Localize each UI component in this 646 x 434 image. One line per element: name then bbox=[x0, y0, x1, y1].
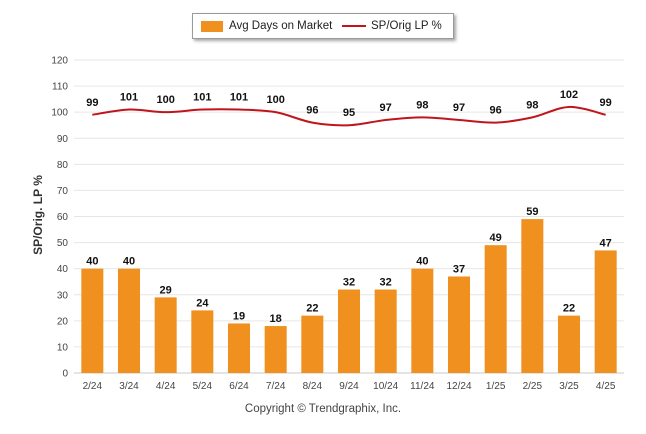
legend-line-label: SP/Orig LP % bbox=[371, 20, 442, 32]
y-tick-label: 20 bbox=[57, 316, 69, 327]
line-value-label: 98 bbox=[526, 99, 538, 111]
line-value-label: 101 bbox=[230, 92, 248, 104]
bar bbox=[264, 326, 287, 373]
bar-value-label: 22 bbox=[306, 303, 318, 315]
bar-value-label: 40 bbox=[416, 256, 428, 268]
y-tick-label: 70 bbox=[57, 186, 69, 197]
line-value-label: 98 bbox=[416, 99, 428, 111]
bar bbox=[228, 323, 250, 373]
line-value-label: 99 bbox=[86, 97, 98, 109]
line-value-label: 95 bbox=[343, 107, 355, 119]
bar bbox=[154, 297, 177, 373]
line-value-label: 97 bbox=[453, 102, 465, 114]
y-tick-label: 90 bbox=[57, 134, 69, 145]
bar bbox=[594, 250, 617, 373]
bar-value-label: 37 bbox=[453, 263, 465, 275]
x-tick-label: 4/24 bbox=[156, 381, 176, 392]
y-tick-label: 120 bbox=[51, 56, 68, 67]
bar bbox=[374, 289, 397, 373]
bar bbox=[191, 310, 214, 373]
copyright-text: Copyright © Trendgraphix, Inc. bbox=[244, 403, 402, 415]
y-axis-ticks: 0 10 20 30 40 50 60 70 80 90 100 110 120 bbox=[51, 56, 68, 380]
y-tick-label: 50 bbox=[57, 238, 69, 249]
x-tick-label: 3/25 bbox=[559, 381, 579, 392]
line-value-label: 101 bbox=[193, 92, 211, 104]
bar-value-label: 49 bbox=[490, 232, 502, 244]
x-tick-label: 2/25 bbox=[523, 381, 543, 392]
y-axis-label: SP/Orig. LP % bbox=[31, 175, 45, 255]
legend-line-swatch bbox=[342, 25, 366, 27]
legend-bar-swatch bbox=[201, 21, 223, 32]
bar bbox=[521, 219, 544, 373]
line-value-label: 101 bbox=[120, 92, 138, 104]
bar-value-label: 40 bbox=[86, 256, 98, 268]
legend: Avg Days on Market SP/Orig LP % bbox=[192, 13, 454, 39]
x-tick-label: 10/24 bbox=[373, 381, 398, 392]
line-value-label: 99 bbox=[600, 97, 612, 109]
bar-value-label: 32 bbox=[343, 277, 355, 289]
line-path bbox=[92, 105, 606, 127]
y-tick-label: 60 bbox=[57, 212, 69, 223]
bar-value-label: 47 bbox=[600, 237, 612, 249]
x-tick-label: 7/24 bbox=[266, 381, 286, 392]
legend-bar-label: Avg Days on Market bbox=[229, 20, 333, 32]
x-tick-label: 5/24 bbox=[193, 381, 213, 392]
y-tick-label: 80 bbox=[57, 160, 69, 171]
bar-value-label: 40 bbox=[123, 256, 135, 268]
y-tick-label: 0 bbox=[62, 369, 68, 380]
bar bbox=[81, 268, 104, 373]
y-tick-label: 10 bbox=[57, 342, 69, 353]
x-tick-label: 2/24 bbox=[83, 381, 103, 392]
bar bbox=[448, 276, 470, 373]
y-tick-label: 100 bbox=[51, 108, 68, 119]
line-series: 99 101 100 101 101 100 96 95 97 98 97 96 98 102 99 bbox=[86, 89, 612, 127]
bar bbox=[118, 268, 140, 373]
line-value-label: 97 bbox=[380, 102, 392, 114]
bar bbox=[338, 289, 360, 373]
bar bbox=[411, 268, 434, 373]
bar bbox=[558, 315, 580, 373]
bar-value-label: 18 bbox=[270, 313, 282, 325]
line-value-label: 96 bbox=[490, 105, 502, 117]
bar-value-label: 29 bbox=[160, 284, 172, 296]
bar-value-label: 19 bbox=[233, 310, 245, 322]
line-value-label: 96 bbox=[306, 105, 318, 117]
x-axis-ticks: 2/24 3/24 4/24 5/24 6/24 7/24 8/24 9/24 10/24 11/… bbox=[83, 381, 616, 392]
x-tick-label: 1/25 bbox=[486, 381, 506, 392]
bar bbox=[301, 315, 324, 373]
y-tick-label: 110 bbox=[52, 82, 68, 93]
line-value-label: 100 bbox=[266, 94, 284, 106]
y-tick-label: 30 bbox=[57, 290, 69, 301]
x-tick-label: 3/24 bbox=[119, 381, 139, 392]
bar-value-label: 32 bbox=[380, 277, 392, 289]
x-tick-label: 9/24 bbox=[339, 381, 359, 392]
bar-value-label: 24 bbox=[196, 297, 209, 309]
x-tick-label: 12/24 bbox=[446, 381, 471, 392]
bar-value-label: 59 bbox=[526, 206, 538, 218]
x-tick-label: 6/24 bbox=[229, 381, 249, 392]
y-tick-label: 40 bbox=[57, 264, 69, 275]
line-value-label: 100 bbox=[156, 94, 174, 106]
line-value-label: 102 bbox=[560, 89, 578, 101]
bar bbox=[484, 245, 507, 373]
bar-series: 40 40 29 24 19 18 22 32 32 40 37 49 59 22 47 bbox=[81, 206, 617, 373]
x-tick-label: 11/24 bbox=[410, 381, 435, 392]
x-tick-label: 8/24 bbox=[303, 381, 323, 392]
x-tick-label: 4/25 bbox=[596, 381, 616, 392]
bar-value-label: 22 bbox=[563, 303, 575, 315]
